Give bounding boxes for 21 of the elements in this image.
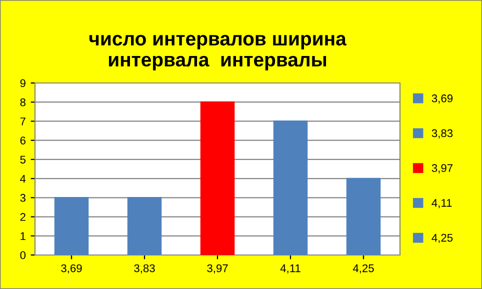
y-tick-label: 1 xyxy=(20,232,26,240)
x-tick-label: 4,25 xyxy=(352,264,374,274)
legend-label: 3,97 xyxy=(432,164,452,174)
y-tick-label: 5 xyxy=(20,156,26,164)
y-tick-label: 7 xyxy=(20,118,26,126)
x-tick-label: 3,69 xyxy=(61,264,82,274)
x-tick-label: 3,97 xyxy=(207,264,228,274)
y-tick-label: 3 xyxy=(20,194,26,202)
y-tick-label: 8 xyxy=(20,98,26,106)
legend-label: 4,25 xyxy=(432,234,453,244)
legend-label: 3,69 xyxy=(432,94,453,104)
y-tick-label: 0 xyxy=(20,251,26,260)
y-tick-label: 2 xyxy=(20,213,26,221)
legend-label: 4,11 xyxy=(432,199,452,208)
y-tick-label: 6 xyxy=(20,136,26,144)
legend-label: 3,83 xyxy=(432,129,453,138)
y-tick-label: 4 xyxy=(20,174,26,183)
y-tick-label: 9 xyxy=(20,79,26,88)
chart-title: число интервалов ширина интервала интервалы xyxy=(89,34,346,70)
x-tick-label: 3,83 xyxy=(134,264,155,274)
x-tick-label: 4,11 xyxy=(280,264,300,274)
